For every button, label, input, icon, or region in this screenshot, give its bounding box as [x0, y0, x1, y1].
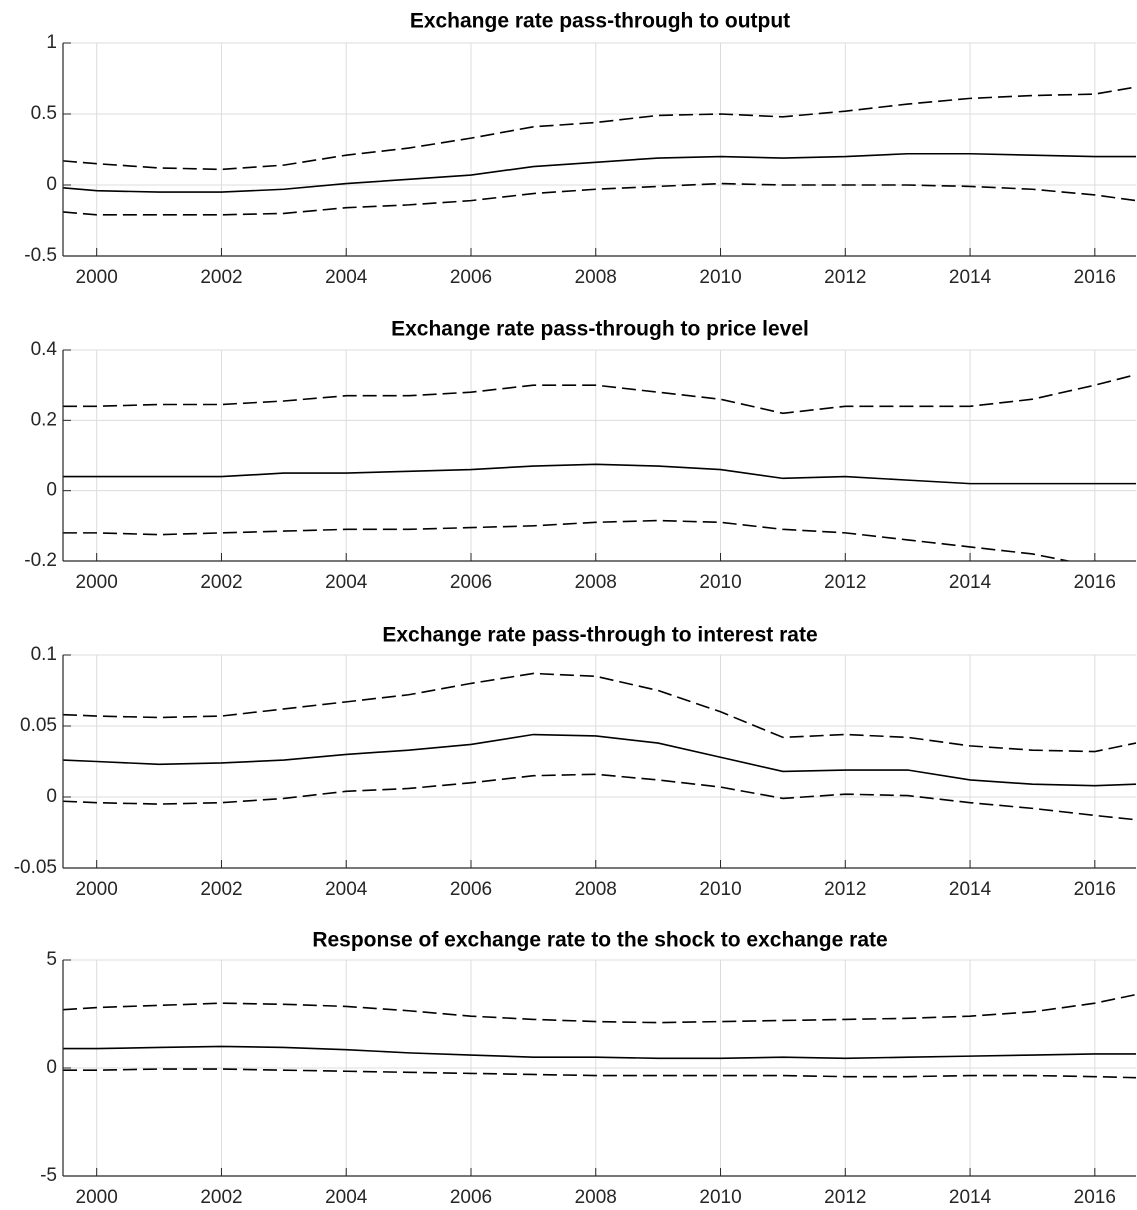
- subplot: Exchange rate pass-through to price leve…: [24, 318, 1136, 593]
- x-tick-label: 2002: [200, 1187, 242, 1205]
- x-tick-label: 2012: [824, 267, 866, 288]
- series-line: [63, 463, 1136, 485]
- x-tick-label: 2004: [325, 879, 368, 900]
- x-tick-label: 2000: [76, 267, 118, 288]
- y-tick-label: 0: [46, 480, 57, 501]
- series-line: [63, 993, 1136, 1024]
- series-line: [63, 773, 1136, 821]
- plot-area: [63, 373, 1136, 561]
- x-tick-label: 2008: [575, 267, 617, 288]
- y-tick-label: 1: [46, 32, 57, 53]
- series-line: [63, 519, 1073, 561]
- subplot: Exchange rate pass-through to output 2000…: [24, 10, 1136, 288]
- y-tick-label: 0.1: [31, 644, 57, 665]
- x-tick-label: 2002: [200, 572, 242, 593]
- x-tick-label: 2002: [200, 267, 242, 288]
- x-tick-label: 2008: [575, 1187, 617, 1205]
- x-tick-label: 2014: [949, 572, 992, 593]
- x-tick-label: 2002: [200, 879, 242, 900]
- x-tick-label: 2010: [699, 267, 741, 288]
- y-tick-label: 0.5: [31, 103, 57, 124]
- x-tick-label: 2008: [575, 572, 617, 593]
- series-line: [63, 152, 1136, 193]
- y-tick-label: -0.05: [14, 857, 57, 878]
- chart-title: Exchange rate pass-through to output: [410, 10, 790, 33]
- y-tick-label: 0.2: [31, 409, 57, 430]
- x-tick-label: 2004: [325, 267, 368, 288]
- x-tick-label: 2010: [699, 1187, 741, 1205]
- x-tick-label: 2016: [1074, 1187, 1116, 1205]
- series-line: [63, 1068, 1136, 1079]
- x-tick-label: 2000: [76, 879, 118, 900]
- chart-title: Response of exchange rate to the shock t…: [312, 929, 887, 952]
- chart-title: Exchange rate pass-through to interest r…: [382, 624, 817, 647]
- x-tick-label: 2014: [949, 267, 992, 288]
- plot-area: [63, 672, 1136, 821]
- x-tick-label: 2010: [699, 879, 741, 900]
- x-tick-label: 2012: [824, 879, 866, 900]
- x-tick-label: 2016: [1074, 879, 1116, 900]
- y-tick-label: -0.5: [24, 245, 57, 266]
- y-tick-label: -5: [40, 1165, 57, 1186]
- x-tick-label: 2000: [76, 1187, 118, 1205]
- series-line: [63, 733, 1136, 787]
- x-tick-label: 2004: [325, 572, 368, 593]
- y-tick-label: -0.2: [24, 550, 57, 571]
- y-tick-label: 0: [46, 1057, 57, 1078]
- x-tick-label: 2006: [450, 572, 492, 593]
- x-tick-label: 2006: [450, 879, 492, 900]
- x-tick-label: 2008: [575, 879, 617, 900]
- x-tick-label: 2000: [76, 572, 118, 593]
- x-tick-label: 2004: [325, 1187, 368, 1205]
- subplot: Response of exchange rate to the shock t…: [40, 929, 1136, 1208]
- series-line: [63, 1045, 1136, 1060]
- chart-title: Exchange rate pass-through to price leve…: [391, 318, 809, 341]
- series-line: [63, 86, 1136, 171]
- y-tick-label: 0: [46, 786, 57, 807]
- subplot: Exchange rate pass-through to interest r…: [14, 624, 1136, 900]
- series-line: [63, 672, 1136, 753]
- x-tick-label: 2006: [450, 1187, 492, 1205]
- x-tick-label: 2006: [450, 267, 492, 288]
- plot-area: [63, 993, 1136, 1079]
- y-tick-label: 0.4: [31, 339, 58, 360]
- x-tick-label: 2010: [699, 572, 741, 593]
- y-tick-label: 0: [46, 174, 57, 195]
- series-line: [63, 182, 1136, 216]
- x-tick-label: 2016: [1074, 572, 1116, 593]
- x-tick-label: 2012: [824, 572, 866, 593]
- y-tick-label: 0.05: [20, 715, 57, 736]
- x-tick-label: 2014: [949, 879, 992, 900]
- y-tick-label: 5: [46, 949, 57, 970]
- x-tick-label: 2016: [1074, 267, 1116, 288]
- x-tick-label: 2012: [824, 1187, 866, 1205]
- series-line: [63, 373, 1136, 415]
- x-tick-label: 2014: [949, 1187, 992, 1205]
- plot-area: [63, 86, 1136, 216]
